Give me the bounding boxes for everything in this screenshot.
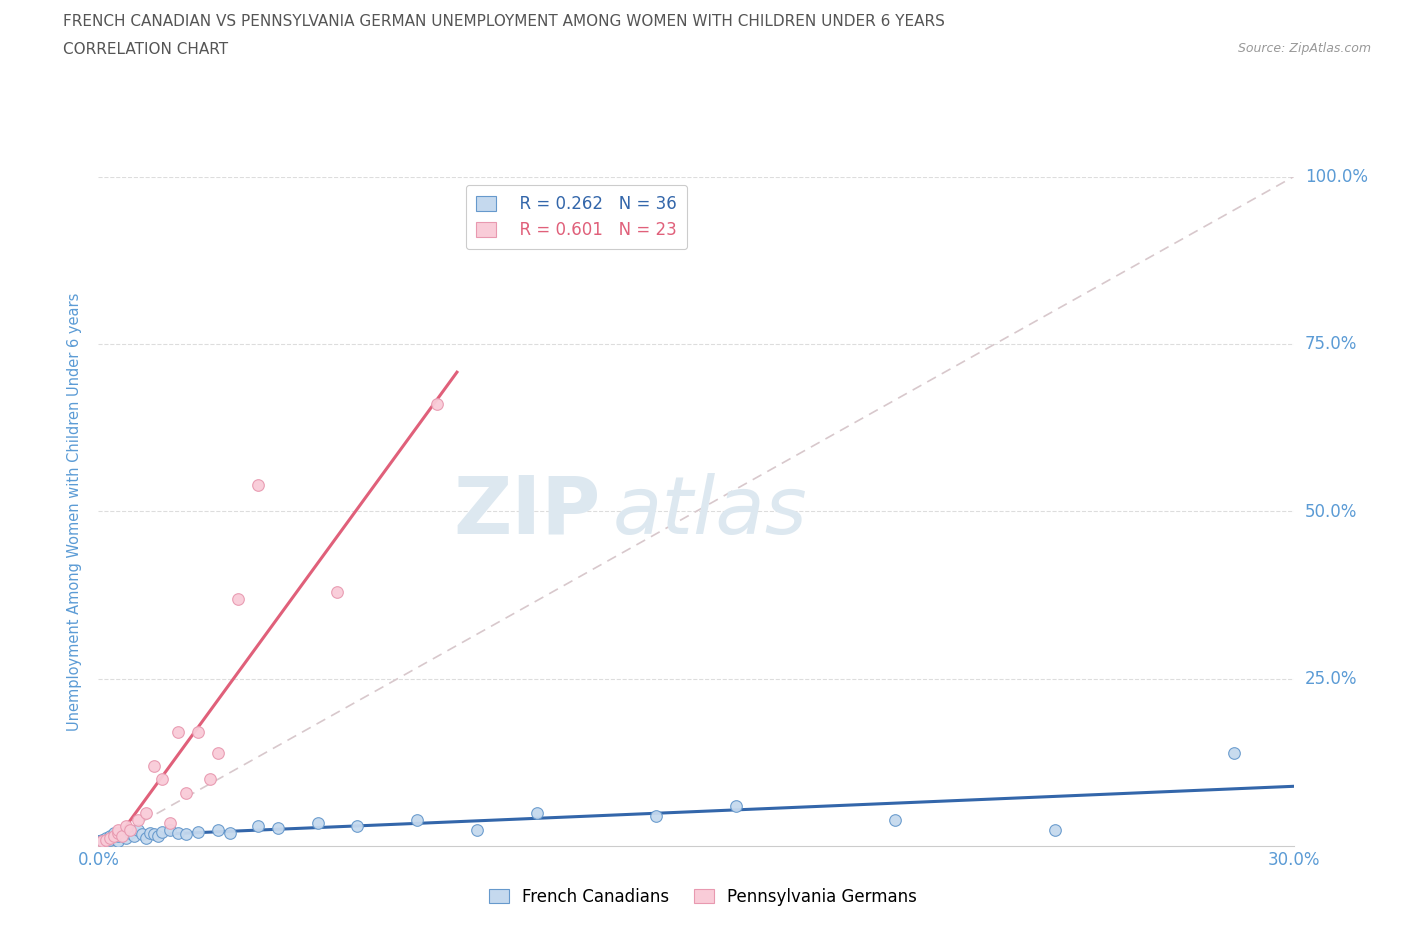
Text: 25.0%: 25.0% xyxy=(1305,670,1357,688)
Point xyxy=(406,812,429,827)
Point xyxy=(226,591,249,606)
Point xyxy=(346,818,368,833)
Point xyxy=(120,822,142,837)
Point xyxy=(107,822,129,837)
Text: 75.0%: 75.0% xyxy=(1305,335,1357,353)
Point xyxy=(198,772,221,787)
Point xyxy=(426,397,449,412)
Point xyxy=(143,759,166,774)
Point xyxy=(526,805,548,820)
Point xyxy=(148,829,170,844)
Point xyxy=(150,772,173,787)
Text: FRENCH CANADIAN VS PENNSYLVANIA GERMAN UNEMPLOYMENT AMONG WOMEN WITH CHILDREN UN: FRENCH CANADIAN VS PENNSYLVANIA GERMAN U… xyxy=(63,14,945,29)
Point xyxy=(174,785,197,800)
Point xyxy=(207,822,229,837)
Point xyxy=(1222,745,1246,760)
Point xyxy=(246,477,269,492)
Point xyxy=(724,799,747,814)
Point xyxy=(91,833,114,848)
Point xyxy=(124,829,146,844)
Text: 50.0%: 50.0% xyxy=(1305,502,1357,521)
Point xyxy=(884,812,907,827)
Point xyxy=(174,827,197,842)
Point xyxy=(115,818,138,833)
Point xyxy=(167,725,190,740)
Point xyxy=(187,725,209,740)
Point xyxy=(120,826,142,841)
Point xyxy=(159,822,181,837)
Y-axis label: Unemployment Among Women with Children Under 6 years: Unemployment Among Women with Children U… xyxy=(67,292,83,731)
Point xyxy=(326,584,349,599)
Point xyxy=(111,829,134,844)
Point xyxy=(207,745,229,760)
Text: Source: ZipAtlas.com: Source: ZipAtlas.com xyxy=(1237,42,1371,55)
Point xyxy=(1043,822,1066,837)
Point xyxy=(135,805,157,820)
Point xyxy=(107,826,129,841)
Point xyxy=(131,827,153,842)
Point xyxy=(107,829,129,844)
Legend:   R = 0.262   N = 36,   R = 0.601   N = 23: R = 0.262 N = 36, R = 0.601 N = 23 xyxy=(465,185,688,249)
Point xyxy=(246,818,269,833)
Text: 100.0%: 100.0% xyxy=(1305,167,1368,186)
Point xyxy=(91,832,114,847)
Point xyxy=(96,830,118,845)
Point xyxy=(219,826,242,841)
Point xyxy=(96,832,118,847)
Point xyxy=(167,826,190,841)
Point xyxy=(98,829,122,844)
Point xyxy=(115,830,138,845)
Point xyxy=(187,824,209,839)
Point xyxy=(307,816,329,830)
Point xyxy=(143,827,166,842)
Legend: French Canadians, Pennsylvania Germans: French Canadians, Pennsylvania Germans xyxy=(482,881,924,912)
Point xyxy=(159,816,181,830)
Point xyxy=(111,827,134,842)
Point xyxy=(98,830,122,845)
Point xyxy=(127,812,149,827)
Point xyxy=(267,820,290,835)
Text: atlas: atlas xyxy=(612,472,807,551)
Point xyxy=(465,822,488,837)
Text: ZIP: ZIP xyxy=(453,472,600,551)
Point xyxy=(98,832,122,847)
Point xyxy=(135,830,157,845)
Point xyxy=(107,833,129,848)
Point xyxy=(645,809,668,824)
Point xyxy=(103,826,125,841)
Text: CORRELATION CHART: CORRELATION CHART xyxy=(63,42,228,57)
Point xyxy=(139,826,162,841)
Point xyxy=(127,822,149,837)
Point xyxy=(150,824,173,839)
Point xyxy=(103,829,125,844)
